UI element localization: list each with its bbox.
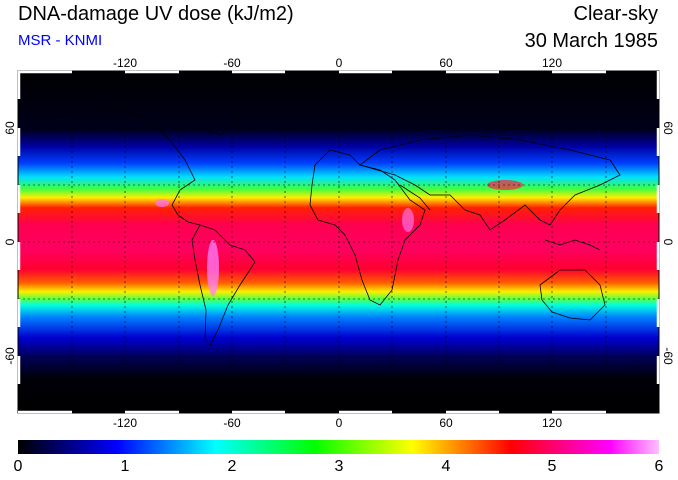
lat-label-right: 60 — [661, 121, 675, 135]
lon-label-bottom: 120 — [542, 416, 562, 430]
lon-label-top: 60 — [439, 56, 453, 70]
colorbar-label: 3 — [334, 458, 344, 475]
colorbar-label: 4 — [441, 458, 451, 475]
colorbar-label: 2 — [227, 458, 237, 475]
lon-label-bottom: 0 — [336, 416, 343, 430]
source-label: MSR - KNMI — [18, 32, 103, 49]
lon-label-bottom: -120 — [113, 416, 137, 430]
colorbar-label: 5 — [547, 458, 557, 475]
lat-label-right: -60 — [661, 347, 675, 365]
ethiopia-hotspot — [402, 208, 414, 232]
lon-label-top: -120 — [113, 56, 137, 70]
andes-hotspot — [207, 240, 219, 296]
lon-label-top: -60 — [223, 56, 241, 70]
map-date: 30 March 1985 — [524, 30, 658, 52]
coastlines — [39, 104, 621, 346]
colorbar-label: 6 — [654, 458, 664, 475]
frame-scale-bars — [17, 70, 660, 414]
lat-label-left: -60 — [3, 347, 17, 365]
lon-label-top: 120 — [542, 56, 562, 70]
lat-label-right: 0 — [661, 239, 675, 246]
colorbar — [18, 440, 659, 454]
lat-label-left: 60 — [3, 121, 17, 135]
map-title: DNA-damage UV dose (kJ/m2) — [18, 3, 294, 25]
lat-label-left: 0 — [3, 238, 17, 245]
lon-label-bottom: 60 — [439, 416, 453, 430]
colorbar-label: 1 — [120, 458, 130, 475]
mexico-hotspot — [155, 199, 169, 207]
sky-condition: Clear-sky — [573, 3, 658, 25]
lon-label-top: 0 — [336, 56, 343, 70]
colorbar-label: 0 — [13, 458, 23, 475]
lon-label-bottom: -60 — [223, 416, 241, 430]
graticule — [18, 71, 659, 413]
